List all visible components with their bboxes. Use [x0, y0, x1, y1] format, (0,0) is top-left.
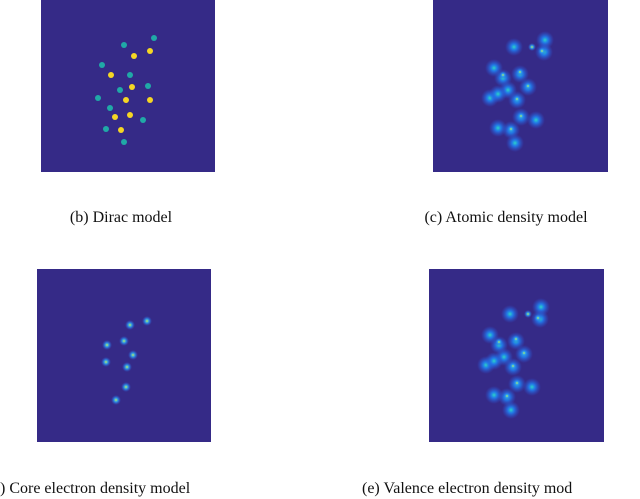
caption: (b) Dirac model — [70, 209, 173, 226]
dirac-dots — [95, 35, 157, 145]
dirac-image — [41, 0, 215, 172]
core-image — [37, 269, 211, 442]
caption: ) Core electron density model — [0, 480, 191, 497]
caption: (c) Atomic density model — [424, 209, 588, 226]
caption: (e) Valence electron density mod — [362, 480, 572, 497]
core-dots — [101, 316, 152, 405]
